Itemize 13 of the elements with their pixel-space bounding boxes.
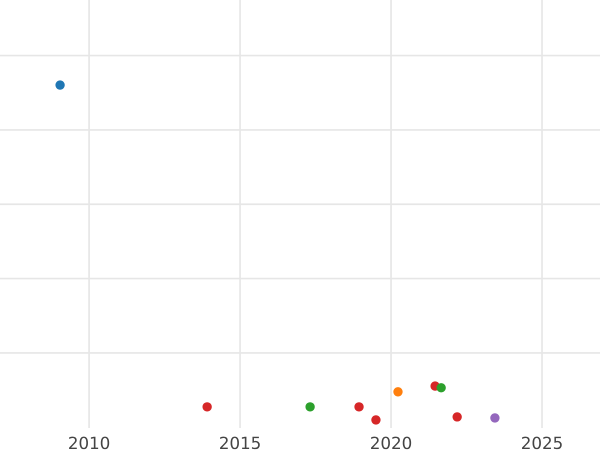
point — [393, 387, 403, 396]
x-tick-label: 2020 — [371, 436, 412, 450]
point — [490, 413, 500, 423]
point — [354, 402, 364, 412]
point — [436, 383, 446, 392]
point — [371, 415, 381, 425]
point — [452, 412, 462, 422]
point — [55, 80, 65, 90]
point — [202, 402, 212, 412]
point — [305, 402, 315, 412]
x-tick-label: 2025 — [522, 436, 562, 450]
x-tick-label: 2010 — [69, 436, 110, 450]
x-tick-label: 2015 — [220, 436, 260, 450]
